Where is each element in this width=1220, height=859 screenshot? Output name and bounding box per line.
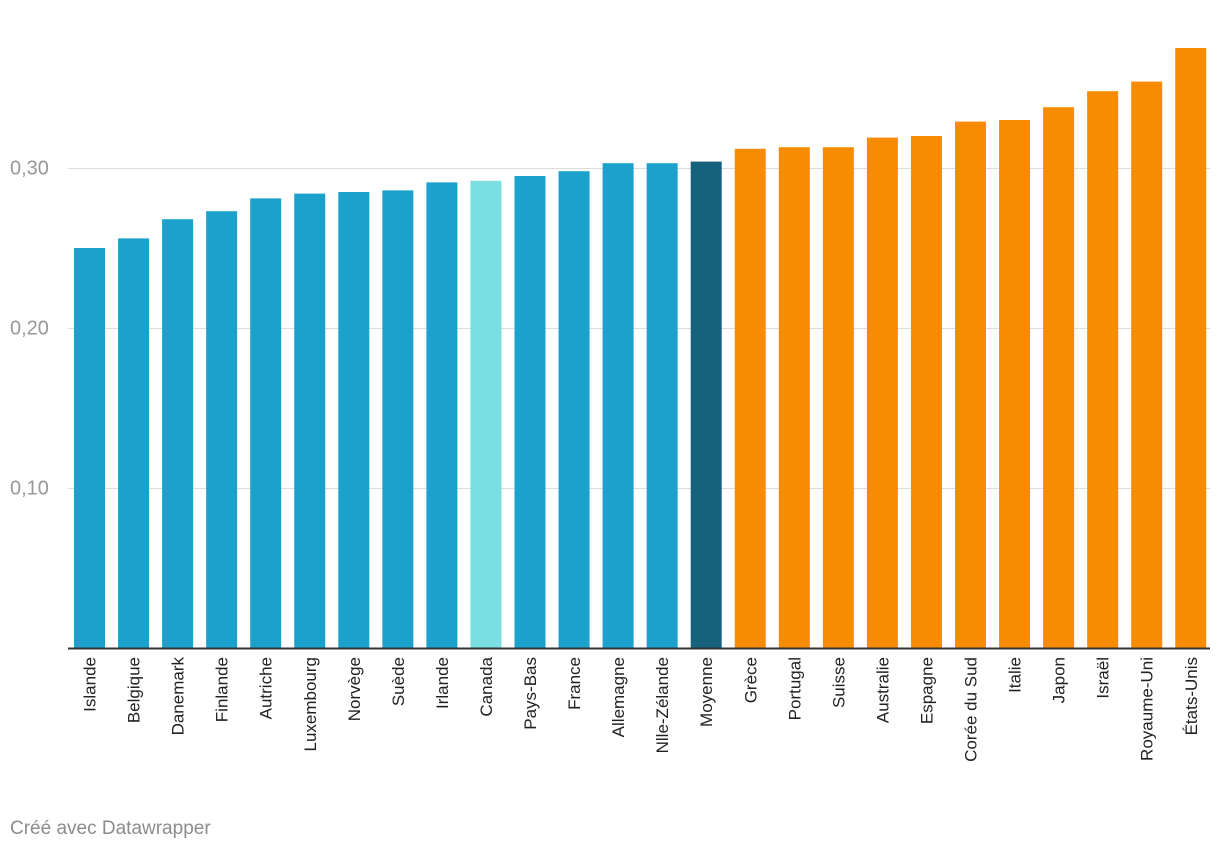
bar bbox=[514, 176, 546, 648]
bar bbox=[734, 148, 766, 649]
bar bbox=[338, 192, 370, 648]
x-category-label: Moyenne bbox=[697, 657, 716, 727]
bar bbox=[690, 161, 722, 648]
gridlines bbox=[68, 168, 1210, 489]
y-tick-label: 0,10 bbox=[10, 478, 49, 500]
x-category-label: Suède bbox=[389, 657, 408, 706]
y-tick-label: 0,30 bbox=[10, 158, 49, 180]
bar bbox=[294, 193, 326, 648]
bar bbox=[558, 171, 590, 648]
bar bbox=[470, 180, 502, 649]
bar bbox=[74, 248, 105, 648]
x-category-label: Islande bbox=[81, 657, 100, 712]
bar bbox=[250, 198, 282, 648]
bar bbox=[999, 120, 1031, 648]
bar bbox=[646, 163, 678, 648]
x-category-label: France bbox=[565, 657, 584, 710]
bar bbox=[602, 163, 634, 648]
x-category-label: États-Unis bbox=[1182, 657, 1201, 735]
bar bbox=[866, 137, 898, 648]
bar bbox=[910, 136, 942, 648]
x-category-label: Autriche bbox=[257, 657, 276, 719]
x-category-label: Espagne bbox=[917, 657, 936, 724]
x-category-label: Italie bbox=[1006, 657, 1025, 693]
x-category-label: Royaume-Uni bbox=[1138, 657, 1157, 761]
bar bbox=[1087, 91, 1119, 648]
bar bbox=[1043, 107, 1075, 648]
x-category-label: Corée du Sud bbox=[962, 657, 981, 762]
bar bbox=[1131, 81, 1163, 649]
bar bbox=[955, 121, 986, 649]
y-tick-label: 0,20 bbox=[10, 318, 49, 340]
x-category-label: Canada bbox=[477, 656, 496, 716]
bar bbox=[118, 238, 150, 648]
bar bbox=[426, 182, 458, 648]
x-category-label: Danemark bbox=[169, 657, 188, 736]
x-category-label: Nlle-Zélande bbox=[653, 657, 672, 753]
bar bbox=[1175, 48, 1207, 648]
bar bbox=[822, 147, 854, 648]
bar bbox=[206, 211, 238, 648]
y-axis-ticks: 0,10 0,20 0,30 bbox=[10, 158, 49, 500]
x-category-label: Allemagne bbox=[609, 657, 628, 737]
bar bbox=[162, 219, 194, 648]
x-axis-labels: Islande Belgique Danemark Finlande Autriche L… bbox=[81, 656, 1201, 761]
x-category-label: Japon bbox=[1050, 657, 1069, 703]
x-category-label: Norvège bbox=[345, 657, 364, 721]
x-category-label: Grèce bbox=[741, 657, 760, 703]
bars bbox=[74, 48, 1207, 649]
x-category-label: Belgique bbox=[125, 657, 144, 723]
x-category-label: Finlande bbox=[213, 657, 232, 722]
bar bbox=[778, 147, 810, 648]
x-category-label: Portugal bbox=[785, 657, 804, 720]
x-category-label: Irlande bbox=[433, 657, 452, 709]
x-category-label: Pays-Bas bbox=[521, 657, 540, 730]
footer-credit: Créé avec Datawrapper bbox=[10, 818, 211, 839]
x-category-label: Luxembourg bbox=[301, 657, 320, 752]
x-category-label: Australie bbox=[873, 657, 892, 723]
x-category-label: Israël bbox=[1094, 657, 1113, 699]
bar bbox=[382, 190, 414, 648]
x-category-label: Suisse bbox=[829, 657, 848, 708]
